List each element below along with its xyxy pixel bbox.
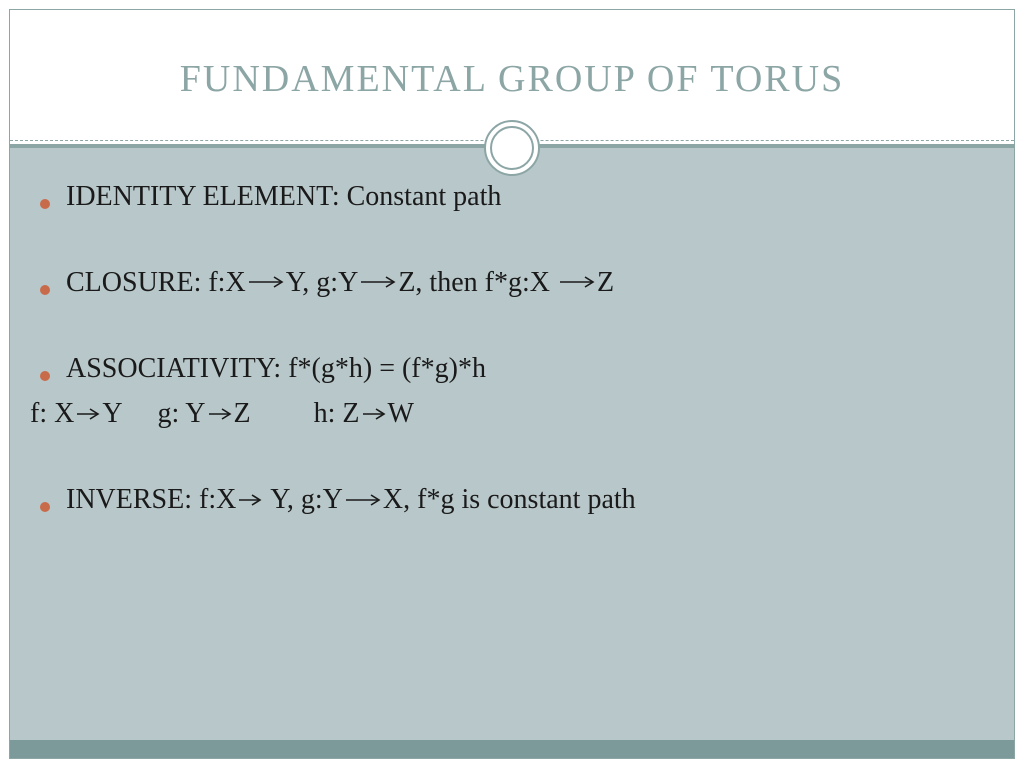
arrow-icon [238, 493, 262, 507]
arrow-icon [559, 275, 595, 289]
bullet-dot-icon [40, 502, 50, 512]
arrow-icon [208, 407, 232, 421]
arrow-icon [362, 407, 386, 421]
arrow-icon [248, 275, 284, 289]
ring-inner [490, 126, 534, 170]
sub-line: f: X Y g: Y Z h: Z W [30, 395, 996, 433]
bullet-dot-icon [40, 285, 50, 295]
spacer [28, 441, 996, 481]
ring-ornament [484, 120, 540, 176]
bullet-text: IDENTITY ELEMENT: Constant path [66, 178, 501, 216]
bullet-text: INVERSE: f:X Y, g:Y X, f*g is constant p… [66, 481, 636, 519]
bullet-dot-icon [40, 371, 50, 381]
spacer [28, 310, 996, 350]
arrow-icon [76, 407, 100, 421]
footer-band [10, 740, 1014, 758]
bullet-dot-icon [40, 199, 50, 209]
bullet-text: ASSOCIATIVITY: f*(g*h) = (f*g)*h [66, 350, 486, 388]
slide-body: IDENTITY ELEMENT: Constant path CLOSURE:… [10, 148, 1014, 758]
bullet-text: CLOSURE: f:X Y, g:Y Z, then f*g:X Z [66, 264, 614, 302]
slide-frame: FUNDAMENTAL GROUP OF TORUS IDENTITY ELEM… [9, 9, 1015, 759]
bullet-item: INVERSE: f:X Y, g:Y X, f*g is constant p… [28, 481, 996, 519]
arrow-icon [360, 275, 396, 289]
bullet-item: ASSOCIATIVITY: f*(g*h) = (f*g)*h [28, 350, 996, 388]
arrow-icon [345, 493, 381, 507]
bullet-item: CLOSURE: f:X Y, g:Y Z, then f*g:X Z [28, 264, 996, 302]
slide-title: FUNDAMENTAL GROUP OF TORUS [180, 57, 844, 101]
bullet-list: IDENTITY ELEMENT: Constant path CLOSURE:… [28, 178, 996, 519]
bullet-item: IDENTITY ELEMENT: Constant path [28, 178, 996, 216]
slide-header: FUNDAMENTAL GROUP OF TORUS [10, 10, 1014, 148]
spacer [28, 224, 996, 264]
